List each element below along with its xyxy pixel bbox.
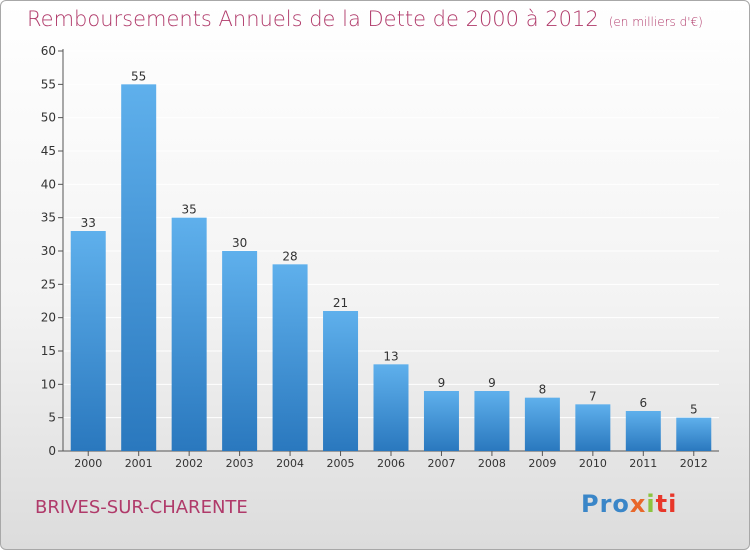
data-label-2007: 9 [438,376,446,390]
bars [70,84,712,451]
bar-2008 [474,391,510,451]
y-tick-label: 55 [41,77,56,91]
data-label-2012: 5 [690,403,698,417]
y-tick-label: 35 [41,211,56,225]
data-label-2009: 8 [539,383,547,397]
x-tick-label-2004: 2004 [276,457,304,470]
data-label-2000: 33 [81,216,96,230]
bar-2004 [272,264,308,451]
bar-2002 [171,217,207,451]
x-tick-label-2009: 2009 [528,457,556,470]
y-tick-label: 0 [48,444,56,458]
bar-2006 [373,364,409,451]
y-tick-label: 50 [41,111,56,125]
chart-unit: (en milliers d'€) [608,15,703,29]
labels: 0 5 10 15 20 25 30 35 40 45 50 55 60 33 2000 55 2001 35 20… [41,44,708,470]
bar-2007 [423,391,459,451]
chart-title-text: Remboursements Annuels de la Dette de 20… [27,7,599,31]
data-label-2004: 28 [282,249,297,263]
data-label-2006: 13 [383,349,398,363]
data-label-2003: 30 [232,236,247,250]
data-label-2002: 35 [182,203,197,217]
x-tick-label-2006: 2006 [377,457,405,470]
bar-2005 [323,311,359,451]
x-tick-label-2001: 2001 [125,457,153,470]
bar-2009 [524,397,560,451]
y-tick-label: 45 [41,144,56,158]
x-tick-label-2011: 2011 [629,457,657,470]
chart-title: Remboursements Annuels de la Dette de 20… [27,7,703,31]
x-tick-label-2010: 2010 [579,457,607,470]
town-name: BRIVES-SUR-CHARENTE [35,497,248,518]
x-tick-label-2007: 2007 [427,457,455,470]
y-tick-label: 25 [41,277,56,291]
bar-2012 [676,417,712,451]
y-tick-label: 5 [48,411,56,425]
y-tick-label: 30 [41,244,56,258]
y-tick-label: 60 [41,44,56,58]
y-tick-label: 10 [41,377,56,391]
bar-2003 [222,251,258,451]
bar-2000 [70,231,106,451]
x-tick-label-2003: 2003 [226,457,254,470]
data-label-2001: 55 [131,69,146,83]
bar-2011 [625,411,661,451]
x-tick-label-2008: 2008 [478,457,506,470]
data-label-2005: 21 [333,296,348,310]
x-tick-label-2000: 2000 [74,457,102,470]
data-label-2008: 9 [488,376,496,390]
bar-2001 [121,84,157,451]
y-tick-label: 40 [41,177,56,191]
x-tick-label-2002: 2002 [175,457,203,470]
x-tick-label-2012: 2012 [680,457,708,470]
data-label-2011: 6 [639,396,647,410]
proxiti-logo[interactable]: Proxiti [581,490,678,518]
y-tick-label: 20 [41,311,56,325]
y-tick-label: 15 [41,344,56,358]
data-label-2010: 7 [589,389,597,403]
x-tick-label-2005: 2005 [327,457,355,470]
bar-2010 [575,404,611,451]
